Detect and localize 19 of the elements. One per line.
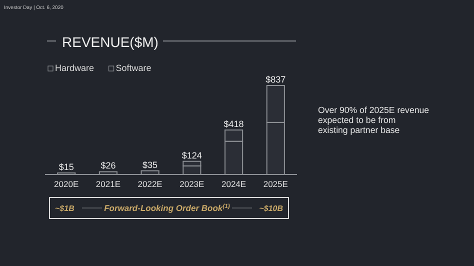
legend-label: Software [116, 63, 152, 73]
x-tick-label: 2024E [221, 179, 246, 189]
x-tick-label: 2021E [96, 179, 121, 189]
x-tick-label: 2025E [263, 179, 288, 189]
text: ~$1B [55, 204, 75, 213]
text: Forward-Looking Order Book$^{(1)}$ [104, 203, 230, 213]
annotation: $837 [266, 74, 286, 84]
x-tick-label: 2022E [138, 179, 163, 189]
text: Over 90% of 2025E revenue expected to be from existing partner base [318, 105, 430, 135]
annotation: $26 [100, 160, 116, 171]
legend-label: Hardware [55, 63, 94, 73]
annotation: $15 [58, 162, 74, 172]
x-tick-label: 2020E [54, 179, 79, 189]
text: ~$10B [259, 204, 284, 213]
chart-title: REVENUE($M) [62, 34, 158, 50]
annotation: $124 [182, 150, 202, 160]
x-tick-label: 2023E [180, 179, 205, 189]
annotation: $418 [224, 119, 244, 129]
annotation: $35 [142, 160, 158, 170]
